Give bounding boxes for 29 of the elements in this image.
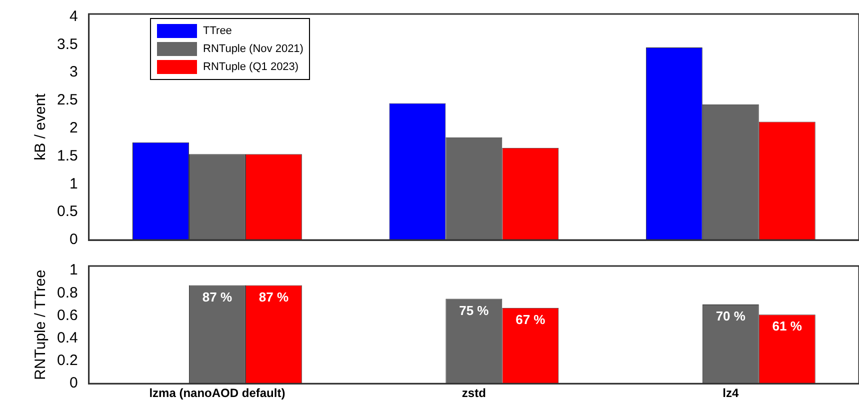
y-tick-label: 0.4 [56, 330, 78, 347]
legend-label: RNTuple (Q1 2023) [203, 61, 299, 73]
y-tick-label: 0.5 [56, 203, 78, 220]
y-tick-label: 0 [70, 231, 78, 248]
y-tick-label: 0.6 [56, 306, 78, 324]
data-label: 67 % [516, 312, 546, 327]
data-label: 87 % [202, 289, 232, 304]
y-tick-label: 2 [70, 120, 78, 137]
y-tick-label: 2.5 [56, 92, 78, 109]
y-tick-label: 1.5 [56, 147, 78, 164]
y-tick-label: 1 [70, 175, 78, 192]
y-tick-label: 4 [70, 8, 78, 25]
y-tick-label: 0.2 [56, 352, 78, 370]
data-label: 75 % [459, 302, 490, 318]
x-tick-label: lzma (nanoAOD default) [149, 386, 286, 400]
data-label: 87 % [258, 289, 289, 304]
x-tick-label: zstd [462, 386, 486, 400]
y-tick-label: 0.8 [56, 284, 78, 302]
y-tick-label: 1 [70, 262, 78, 279]
y-tick-label: 0 [70, 374, 78, 392]
y-axis-title: RNTuple / TTree [32, 270, 50, 380]
data-label: 61 % [772, 318, 802, 334]
legend-label: TTree [203, 25, 232, 37]
legend-label: RNTuple (Nov 2021) [203, 43, 304, 55]
y-tick-label: 3 [70, 64, 78, 81]
x-tick-label: lz4 [722, 386, 739, 400]
data-label: 70 % [716, 308, 746, 324]
y-tick-label: 3.5 [56, 36, 78, 53]
y-axis-title: kB / event [32, 92, 50, 160]
